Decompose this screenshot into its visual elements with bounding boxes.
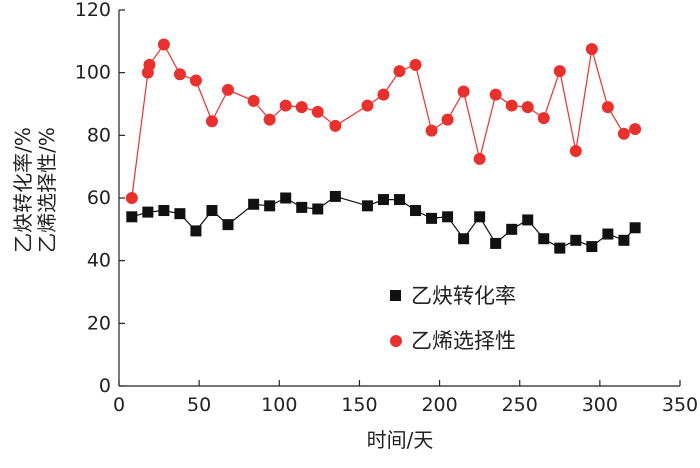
- data-point-conversion: [522, 214, 534, 226]
- data-point-selectivity: [311, 105, 324, 118]
- legend: 乙炔转化率 乙烯选择性: [390, 284, 516, 353]
- data-point-conversion: [248, 198, 260, 210]
- data-point-selectivity: [629, 123, 642, 136]
- data-point-conversion: [222, 219, 234, 231]
- data-point-selectivity: [409, 58, 422, 71]
- y-tick-label: 0: [99, 375, 111, 397]
- data-point-conversion: [264, 200, 276, 212]
- data-point-selectivity: [489, 88, 502, 101]
- data-point-conversion: [174, 208, 186, 220]
- y-tick-label: 120: [75, 0, 111, 21]
- data-point-conversion: [312, 203, 324, 215]
- data-point-selectivity: [505, 99, 518, 112]
- data-point-selectivity: [393, 65, 406, 78]
- data-point-selectivity: [125, 192, 138, 204]
- data-point-selectivity: [537, 112, 550, 125]
- data-point-selectivity: [553, 65, 566, 78]
- data-point-selectivity: [279, 99, 292, 112]
- data-point-conversion: [570, 234, 582, 246]
- legend-label-conversion: 乙炔转化率: [411, 284, 516, 308]
- data-point-conversion: [296, 201, 308, 213]
- data-point-conversion: [394, 194, 405, 206]
- data-point-selectivity: [521, 101, 534, 114]
- data-point-selectivity: [457, 85, 470, 98]
- x-tick-label: 300: [582, 394, 618, 416]
- data-point-selectivity: [361, 99, 374, 112]
- data-point-selectivity: [263, 113, 276, 126]
- y-tick-label: 20: [87, 312, 111, 334]
- data-point-conversion: [206, 205, 218, 217]
- data-point-selectivity: [441, 113, 454, 126]
- data-point-selectivity: [143, 58, 156, 71]
- legend-label-selectivity: 乙烯选择性: [411, 329, 516, 353]
- data-point-conversion: [629, 222, 641, 234]
- data-point-selectivity: [601, 101, 614, 114]
- x-tick-label: 150: [341, 394, 377, 416]
- data-point-conversion: [280, 192, 292, 204]
- data-point-selectivity: [205, 115, 218, 128]
- series-line-2: [131, 43, 636, 199]
- data-point-conversion: [442, 211, 454, 223]
- y-axis-title-line1: 乙烯选择性/%: [35, 127, 59, 253]
- x-tick-label: 350: [662, 394, 698, 416]
- y-tick-label: 60: [87, 187, 111, 209]
- legend-marker-conversion: [390, 290, 401, 301]
- data-point-conversion: [458, 233, 470, 245]
- data-point-conversion: [538, 233, 550, 245]
- data-point-selectivity: [189, 74, 202, 87]
- data-point-conversion: [618, 234, 630, 246]
- data-point-conversion: [361, 200, 373, 212]
- data-point-conversion: [190, 225, 202, 237]
- y-tick-label: 40: [87, 250, 111, 272]
- x-tick-label: 200: [421, 394, 457, 416]
- x-tick-label: 250: [502, 394, 538, 416]
- y-tick-label: 100: [75, 62, 111, 84]
- data-point-selectivity: [377, 88, 390, 101]
- data-point-selectivity: [617, 127, 630, 140]
- data-point-conversion: [377, 194, 389, 206]
- x-tick-label: 100: [261, 394, 297, 416]
- legend-marker-selectivity: [390, 335, 402, 347]
- data-point-conversion: [602, 228, 614, 240]
- data-point-selectivity: [157, 38, 170, 51]
- x-tick-label: 0: [113, 394, 125, 416]
- data-point-selectivity: [569, 145, 582, 157]
- y-tick-label: 80: [87, 124, 111, 146]
- data-point-selectivity: [585, 43, 598, 56]
- data-point-selectivity: [173, 68, 186, 81]
- x-axis-title: 时间/天: [367, 428, 434, 452]
- data-point-conversion: [142, 206, 154, 218]
- data-point-selectivity: [247, 94, 260, 107]
- data-point-conversion: [474, 211, 486, 223]
- plot-area: 0 20 40 60 80 100 120 0 50 100 150 200 250 300 350: [75, 0, 698, 416]
- data-point-selectivity: [473, 152, 486, 165]
- y-axis-title-line2: 乙炔转化率/%: [11, 127, 35, 253]
- data-point-conversion: [490, 237, 502, 249]
- data-point-conversion: [410, 205, 422, 217]
- data-point-conversion: [126, 211, 138, 223]
- data-point-conversion: [554, 242, 566, 254]
- data-point-selectivity: [295, 101, 308, 114]
- data-point-conversion: [329, 190, 341, 202]
- data-point-selectivity: [221, 83, 234, 96]
- data-point-conversion: [158, 205, 170, 217]
- x-tick-label: 50: [187, 394, 211, 416]
- data-point-selectivity: [329, 119, 342, 132]
- data-point-selectivity: [425, 124, 438, 137]
- data-point-conversion: [426, 212, 438, 224]
- data-point-conversion: [586, 241, 598, 253]
- data-point-conversion: [506, 223, 518, 235]
